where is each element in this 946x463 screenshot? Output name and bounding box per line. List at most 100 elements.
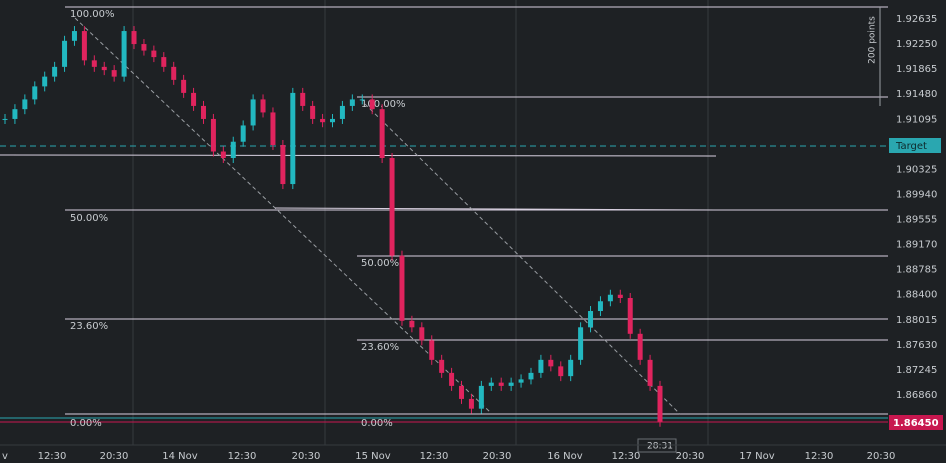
candle (399, 255, 405, 321)
time-label: v (2, 451, 8, 462)
candle (330, 118, 335, 123)
candle (349, 99, 355, 106)
time-label: 12:30 (612, 451, 641, 462)
candle (131, 31, 137, 45)
grid (132, 0, 709, 445)
price-axis (888, 0, 946, 445)
candle (617, 294, 623, 298)
candle (42, 76, 48, 87)
fib-label: 0.00% (70, 418, 102, 429)
candle (250, 99, 256, 126)
candle (439, 359, 445, 373)
candle (339, 105, 345, 119)
candle (518, 379, 524, 383)
fib-label: 100.00% (70, 9, 115, 20)
fib-label: 50.00% (70, 213, 108, 224)
candle (240, 125, 246, 142)
price-label: 1.88015 (896, 315, 937, 326)
candle (379, 109, 385, 159)
current-price: 1.86450 (893, 418, 939, 429)
candle (111, 70, 117, 77)
candle (538, 359, 544, 373)
candle (488, 382, 494, 386)
candle (588, 311, 594, 328)
candle (627, 297, 633, 334)
candle (498, 382, 504, 386)
candle (597, 301, 603, 312)
candle (607, 294, 613, 302)
price-label: 1.89940 (896, 189, 937, 200)
candle (181, 79, 187, 93)
candle (151, 50, 157, 58)
candle (359, 99, 365, 101)
candle (657, 385, 663, 422)
price-label: 1.90325 (896, 164, 937, 175)
candle (12, 109, 18, 119)
time-label: 20:30 (483, 451, 512, 462)
time-label: 20:30 (100, 451, 129, 462)
candle (558, 366, 564, 377)
candle (310, 105, 316, 119)
price-label: 1.87630 (896, 340, 937, 351)
candle (369, 99, 375, 110)
candle (429, 340, 435, 360)
candle (121, 31, 127, 77)
candle (220, 151, 226, 159)
fib-left: 100.00% 50.00% 23.60% 0.00% (0, 6, 888, 429)
fib-label: 100.00% (361, 99, 406, 110)
price-label: 1.92635 (896, 14, 937, 25)
candle (81, 31, 87, 61)
time-label: 20:30 (867, 451, 896, 462)
current-price-tag (889, 415, 943, 430)
candle (508, 382, 514, 386)
time-label: 12:30 (228, 451, 257, 462)
price-label: 1.88400 (896, 290, 937, 301)
time-label: 12:30 (805, 451, 834, 462)
candle (320, 118, 326, 123)
candle (171, 66, 177, 80)
candle (270, 112, 276, 145)
fib-label: 0.00% (361, 418, 393, 429)
time-label: 16 Nov (547, 451, 583, 462)
time-label: 20:30 (676, 451, 705, 462)
candle (200, 105, 206, 119)
candle (52, 66, 58, 77)
candle (478, 385, 484, 409)
time-label: 15 Nov (355, 451, 391, 462)
ruler-label: 200 points (868, 16, 878, 64)
candle (449, 372, 455, 386)
time-label: 14 Nov (162, 451, 198, 462)
time-label: 20:30 (292, 451, 321, 462)
candle (161, 57, 167, 67)
candle (300, 92, 306, 106)
candle (409, 320, 415, 328)
candle (528, 372, 534, 380)
time-label: 17 Nov (739, 451, 775, 462)
fib-trend (364, 103, 681, 415)
candle (280, 144, 286, 185)
countdown: 28:31 (647, 442, 673, 452)
price-label: 1.91865 (896, 64, 937, 75)
candle (290, 92, 296, 185)
price-label: 1.91095 (896, 114, 937, 125)
candle (210, 118, 216, 152)
fib-right: 100.00% 50.00% 23.60% 0.00% (274, 96, 888, 429)
fib-trend (74, 17, 491, 413)
candle (647, 359, 653, 386)
candle (419, 327, 425, 341)
fib-label: 23.60% (361, 342, 399, 353)
time-label: 12:30 (420, 451, 449, 462)
price-label: 1.89555 (896, 215, 937, 226)
target-label: Target (895, 141, 927, 152)
candle (389, 158, 395, 256)
candle (230, 141, 236, 159)
fib-line (0, 154, 717, 157)
fib-label: 23.60% (70, 321, 108, 332)
candle (91, 60, 97, 67)
candle (260, 99, 266, 113)
candle (71, 31, 77, 41)
candle (32, 86, 38, 100)
